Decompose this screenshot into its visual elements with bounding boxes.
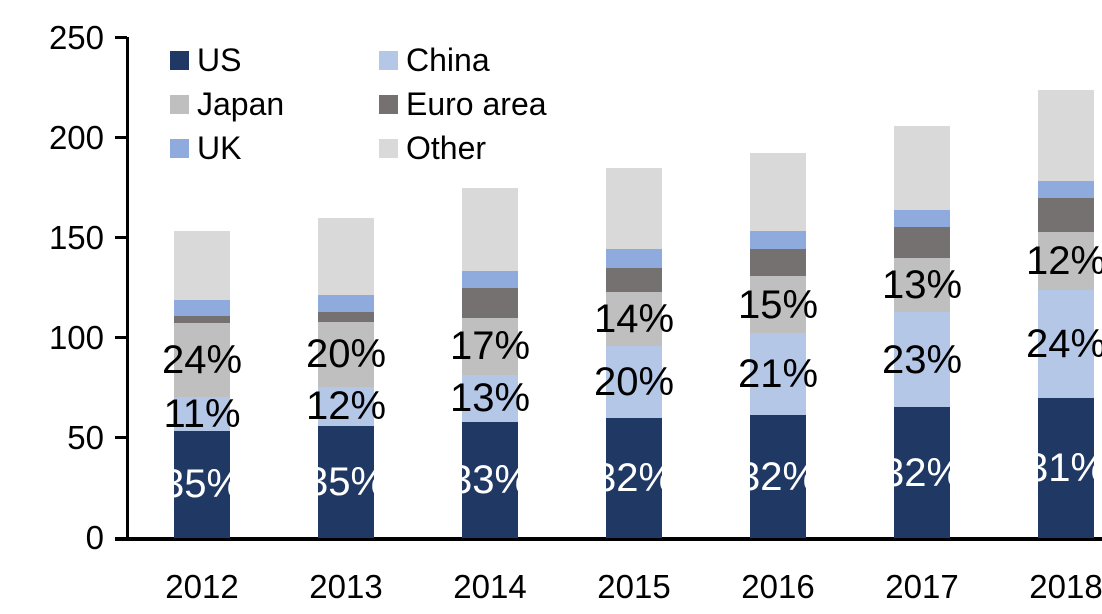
bar-label-china-2016: 21% [737, 352, 819, 397]
bar-label-us-2013: 35% [305, 459, 387, 504]
bar-label-china-2018: 24% [1025, 322, 1102, 366]
bar-label-japan-2015: 14% [593, 297, 675, 342]
bar-segment-uk-2015 [606, 248, 662, 268]
bar-label-japan-2013: 20% [305, 332, 387, 377]
bar-label-china-2015: 20% [593, 360, 675, 404]
legend-swatch-uk [170, 139, 189, 158]
bar-segment-uk-2013 [318, 295, 374, 313]
y-axis-tick-200 [115, 136, 127, 139]
bar-segment-us-2012 [174, 430, 230, 538]
bar-label-japan-2017: 13% [881, 262, 963, 307]
bar-label-us-2015: 32% [593, 456, 675, 501]
bar-segment-other-2017 [894, 126, 950, 210]
legend-label-euro-area: Euro area [406, 86, 547, 122]
bar-segment-us-2016 [750, 415, 806, 538]
legend-label-japan: Japan [197, 86, 285, 122]
bar-segment-other-2016 [750, 153, 806, 232]
x-axis-baseline [115, 537, 1102, 541]
bar-segment-us-2013 [318, 425, 374, 538]
bar-segment-euro-area-2013 [318, 312, 374, 322]
y-axis-tick-250 [115, 36, 127, 39]
bar-segment-us-2017 [894, 407, 950, 538]
bar-segment-uk-2012 [174, 300, 230, 316]
legend-swatch-us [170, 51, 189, 70]
bar-label-us-2014: 33% [449, 457, 531, 502]
bar-segment-japan-2014 [462, 318, 518, 375]
y-axis-tick-50 [115, 436, 127, 439]
year-label-2015: 2015 [597, 568, 671, 605]
bar-segment-china-2017 [894, 312, 950, 408]
bar-label-japan-2016: 15% [737, 282, 819, 327]
year-label-2018: 2018 [1029, 568, 1102, 605]
bar-segment-japan-2012 [174, 323, 230, 397]
legend-swatch-japan [170, 95, 189, 114]
y-axis-tick-100 [115, 336, 127, 339]
legend-label-china: China [406, 42, 490, 78]
legend-swatch-china [379, 51, 398, 70]
bar-segment-japan-2015 [606, 292, 662, 346]
bar-segment-china-2014 [462, 374, 518, 422]
y-axis-line [126, 37, 129, 541]
legend-label-uk: UK [197, 130, 242, 166]
bar-segment-japan-2017 [894, 257, 950, 313]
year-label-2017: 2017 [885, 568, 959, 605]
bar-segment-uk-2016 [750, 231, 806, 249]
bar-segment-euro-area-2012 [174, 316, 230, 324]
bar-label-japan-2018: 12% [1025, 239, 1102, 284]
bar-label-japan-2012: 24% [161, 338, 243, 383]
bar-segment-uk-2017 [894, 209, 950, 228]
bar-segment-japan-2018 [1038, 232, 1094, 290]
bar-label-us-2016: 32% [737, 454, 819, 499]
bar-label-us-2017: 32% [881, 450, 963, 495]
bar-segment-euro-area-2015 [606, 268, 662, 293]
y-axis-tick-label-250: 250 [48, 19, 104, 56]
bar-segment-other-2012 [174, 230, 230, 300]
bar-segment-us-2015 [606, 418, 662, 538]
y-axis-tick-label-200: 200 [48, 119, 104, 156]
bar-segment-china-2012 [174, 396, 230, 431]
bar-segment-other-2014 [462, 187, 518, 271]
year-label-2012: 2012 [165, 568, 239, 605]
y-axis-tick-label-50: 50 [67, 419, 104, 456]
legend-swatch-euro-area [379, 95, 398, 114]
bar-segment-china-2018 [1038, 289, 1094, 399]
bar-label-china-2013: 12% [305, 384, 387, 429]
bar-label-china-2014: 13% [449, 376, 531, 421]
bar-segment-other-2018 [1038, 89, 1094, 181]
bar-label-us-2012: 35% [161, 462, 243, 507]
bar-segment-china-2016 [750, 333, 806, 415]
bar-segment-china-2015 [606, 345, 662, 419]
bar-segment-uk-2018 [1038, 180, 1094, 198]
bar-label-china-2017: 23% [881, 337, 963, 382]
y-axis-tick-label-100: 100 [48, 319, 104, 356]
bar-segment-us-2014 [462, 421, 518, 538]
y-axis-tick-label-150: 150 [48, 219, 104, 256]
bar-segment-japan-2016 [750, 275, 806, 334]
y-axis-tick-label-0: 0 [85, 519, 104, 556]
bar-segment-euro-area-2016 [750, 249, 806, 276]
bar-segment-euro-area-2017 [894, 227, 950, 258]
bar-segment-euro-area-2014 [462, 288, 518, 318]
legend-swatch-other [379, 139, 398, 158]
bar-label-japan-2014: 17% [449, 324, 531, 369]
bar-segment-japan-2013 [318, 321, 374, 387]
bar-segment-china-2013 [318, 387, 374, 426]
bar-label-china-2012: 11% [163, 391, 241, 436]
year-label-2013: 2013 [309, 568, 383, 605]
bar-segment-other-2015 [606, 167, 662, 249]
legend-label-us: US [197, 42, 242, 78]
bar-label-us-2018: 31% [1025, 446, 1102, 491]
stacked-bar-chart: 0 50 100 150 200 250 35% 11% 24% 35% 12% 20% 33% 13%… [40, 16, 1102, 614]
bar-segment-euro-area-2018 [1038, 198, 1094, 233]
legend-label-other: Other [406, 130, 487, 166]
year-label-2016: 2016 [741, 568, 815, 605]
bar-segment-us-2018 [1038, 398, 1094, 538]
y-axis-tick-150 [115, 236, 127, 239]
bar-segment-other-2013 [318, 218, 374, 295]
bar-segment-uk-2014 [462, 270, 518, 288]
year-label-2014: 2014 [453, 568, 527, 605]
